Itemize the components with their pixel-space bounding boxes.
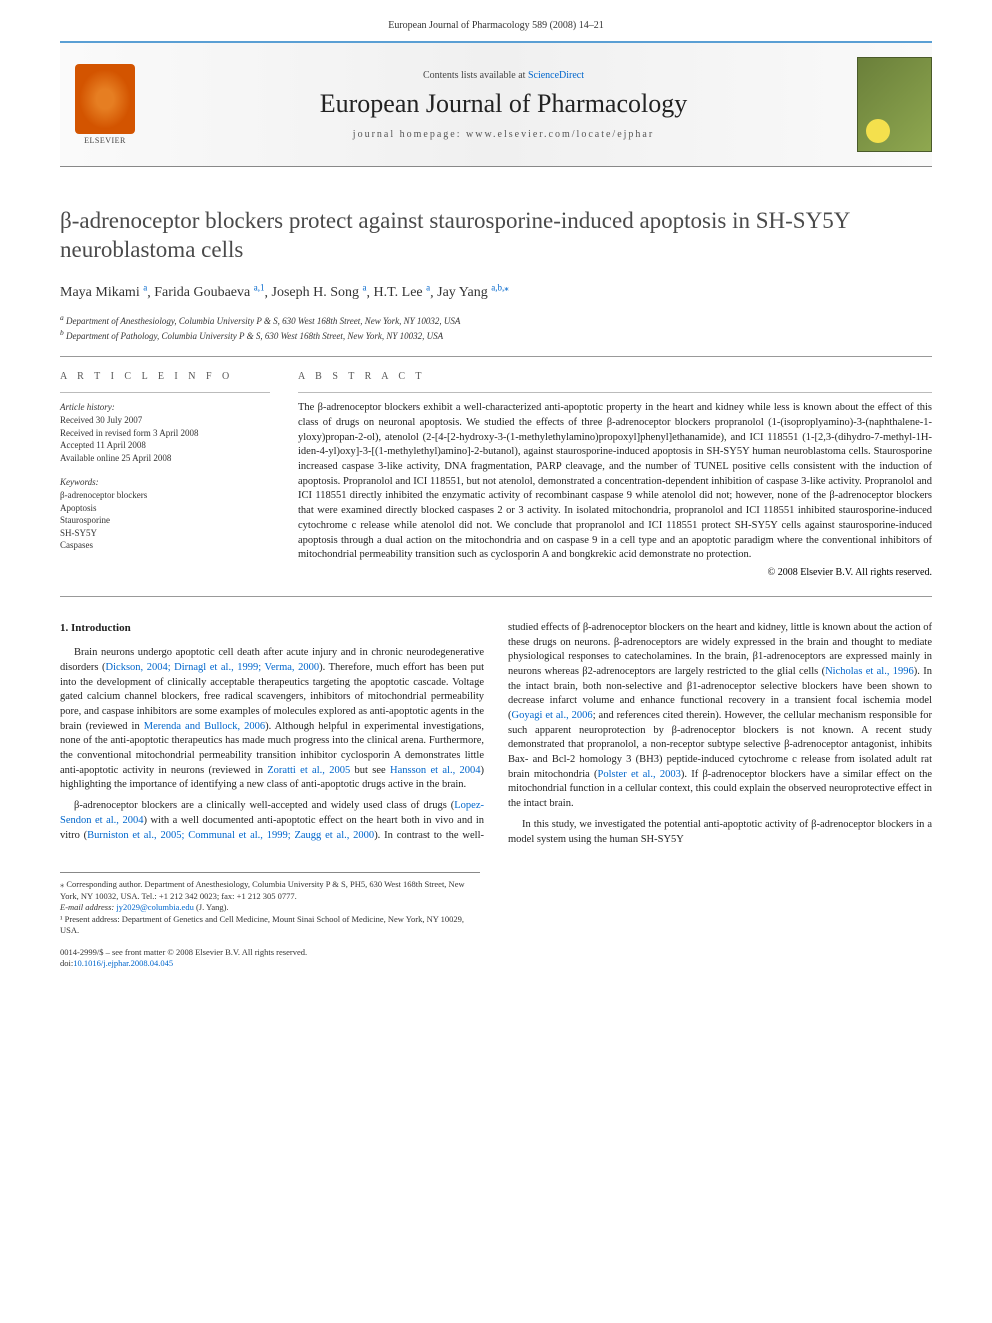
author: Farida Goubaeva a,1 <box>154 285 264 300</box>
history-label: Article history: <box>60 401 270 414</box>
footer: 0014-2999/$ – see front matter © 2008 El… <box>60 947 932 970</box>
article-info-heading: A R T I C L E I N F O <box>60 371 270 382</box>
citation-link[interactable]: Zoratti et al., 2005 <box>267 765 350 776</box>
corresponding-author: ⁎ Corresponding author. Department of An… <box>60 879 480 902</box>
journal-cover-icon <box>857 57 932 152</box>
doi-label: doi: <box>60 958 73 968</box>
email-label: E-mail address: <box>60 902 116 912</box>
homepage-line: journal homepage: www.elsevier.com/locat… <box>150 129 857 140</box>
citation-link[interactable]: Merenda and Bullock, 2006 <box>144 721 265 732</box>
running-head: European Journal of Pharmacology 589 (20… <box>0 0 992 41</box>
article-info: A R T I C L E I N F O Article history: R… <box>60 371 270 578</box>
author-list: Maya Mikami a, Farida Goubaeva a,1, Jose… <box>60 283 932 302</box>
email-link[interactable]: jy2029@columbia.edu <box>116 902 193 912</box>
history-item: Received 30 July 2007 <box>60 414 270 427</box>
citation-link[interactable]: Burniston et al., 2005; Communal et al.,… <box>87 830 374 841</box>
citation-link[interactable]: Dickson, 2004; Dirnagl et al., 1999; Ver… <box>106 662 320 673</box>
rule <box>298 392 932 393</box>
affiliation-a: a Department of Anesthesiology, Columbia… <box>60 313 932 328</box>
keyword: Caspases <box>60 539 270 552</box>
body-text: 1. Introduction Brain neurons undergo ap… <box>60 621 932 848</box>
article-title: β-adrenoceptor blockers protect against … <box>60 207 932 265</box>
citation-link[interactable]: Nicholas et al., 1996 <box>825 666 914 677</box>
journal-banner: ELSEVIER Contents lists available at Sci… <box>60 41 932 167</box>
section-heading: 1. Introduction <box>60 621 484 636</box>
history-item: Received in revised form 3 April 2008 <box>60 427 270 440</box>
contents-prefix: Contents lists available at <box>423 70 528 81</box>
article-history: Article history: Received 30 July 2007 R… <box>60 401 270 464</box>
email-suffix: (J. Yang). <box>194 902 229 912</box>
banner-center: Contents lists available at ScienceDirec… <box>150 70 857 140</box>
author: Jay Yang a,b,⁎ <box>437 285 509 300</box>
publisher-block: ELSEVIER <box>60 64 150 145</box>
journal-name: European Journal of Pharmacology <box>150 89 857 119</box>
citation: European Journal of Pharmacology 589 (20… <box>388 20 604 31</box>
rule <box>60 356 932 357</box>
affiliation-b: b Department of Pathology, Columbia Univ… <box>60 328 932 343</box>
abstract: A B S T R A C T The β-adrenoceptor block… <box>298 371 932 578</box>
sciencedirect-link[interactable]: ScienceDirect <box>528 70 584 81</box>
elsevier-tree-icon <box>75 64 135 134</box>
author: Maya Mikami a <box>60 285 147 300</box>
paragraph: In this study, we investigated the poten… <box>508 818 932 847</box>
citation-link[interactable]: Hansson et al., 2004 <box>390 765 481 776</box>
citation-link[interactable]: Polster et al., 2003 <box>598 769 681 780</box>
keyword: Staurosporine <box>60 514 270 527</box>
author: Joseph H. Song a <box>272 285 367 300</box>
keywords-block: Keywords: β-adrenoceptor blockers Apopto… <box>60 476 270 552</box>
contents-line: Contents lists available at ScienceDirec… <box>150 70 857 81</box>
doi-line: doi:10.1016/j.ejphar.2008.04.045 <box>60 958 932 969</box>
affiliations: a Department of Anesthesiology, Columbia… <box>60 313 932 342</box>
keyword: β-adrenoceptor blockers <box>60 489 270 502</box>
abstract-copyright: © 2008 Elsevier B.V. All rights reserved… <box>298 567 932 578</box>
citation-link[interactable]: Goyagi et al., 2006 <box>512 710 593 721</box>
keyword: SH-SY5Y <box>60 527 270 540</box>
paragraph: Brain neurons undergo apoptotic cell dea… <box>60 646 484 793</box>
present-address: ¹ Present address: Department of Genetic… <box>60 914 480 937</box>
abstract-text: The β-adrenoceptor blockers exhibit a we… <box>298 401 932 563</box>
rule <box>60 392 270 393</box>
history-item: Accepted 11 April 2008 <box>60 439 270 452</box>
homepage-url: www.elsevier.com/locate/ejphar <box>466 129 654 140</box>
abstract-heading: A B S T R A C T <box>298 371 932 382</box>
publisher-name: ELSEVIER <box>84 136 126 145</box>
author: H.T. Lee a <box>374 285 431 300</box>
front-matter: 0014-2999/$ – see front matter © 2008 El… <box>60 947 932 958</box>
history-item: Available online 25 April 2008 <box>60 452 270 465</box>
keywords-label: Keywords: <box>60 476 270 489</box>
keyword: Apoptosis <box>60 502 270 515</box>
email-line: E-mail address: jy2029@columbia.edu (J. … <box>60 902 480 913</box>
footnotes: ⁎ Corresponding author. Department of An… <box>60 872 480 936</box>
rule <box>60 596 932 597</box>
homepage-prefix: journal homepage: <box>353 129 466 140</box>
doi-link[interactable]: 10.1016/j.ejphar.2008.04.045 <box>73 958 173 968</box>
info-abstract-row: A R T I C L E I N F O Article history: R… <box>60 371 932 578</box>
